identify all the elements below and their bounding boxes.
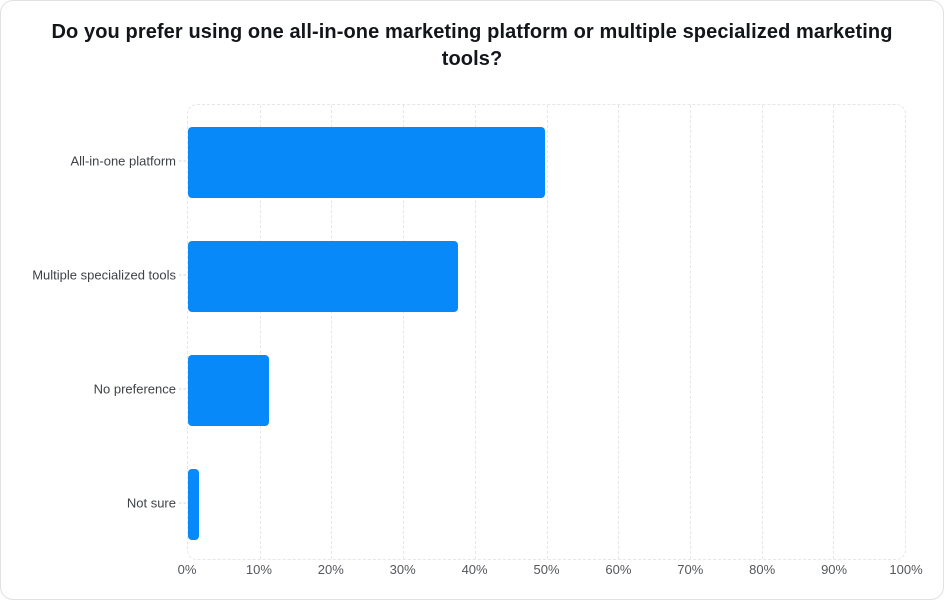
x-tick-label: 60%	[605, 562, 632, 577]
category-label: All-in-one platform	[70, 153, 177, 169]
gridline	[546, 105, 548, 559]
x-tick-label: 40%	[461, 562, 488, 577]
x-tick-label: 30%	[389, 562, 416, 577]
y-label-row: All-in-one platform	[1, 154, 186, 169]
x-tick-label: 20%	[317, 562, 344, 577]
chart-title: Do you prefer using one all-in-one marke…	[51, 21, 893, 70]
bar-not-sure	[188, 468, 199, 540]
bar-no-preference	[188, 354, 270, 426]
category-label: Multiple specialized tools	[32, 267, 176, 283]
gridline	[259, 105, 261, 559]
y-label-row: Not sure	[1, 496, 186, 511]
gridline	[618, 105, 620, 559]
y-tick-mark	[179, 502, 186, 504]
gridline	[761, 105, 763, 559]
gridline	[833, 105, 835, 559]
plot-area	[187, 104, 906, 560]
x-tick-label: 100%	[889, 562, 923, 577]
y-tick-mark	[179, 388, 186, 390]
y-axis-labels: All-in-one platform Multiple specialized …	[1, 104, 186, 560]
y-tick-mark	[179, 160, 186, 162]
category-label: Not sure	[126, 495, 176, 511]
gridline	[331, 105, 333, 559]
gridline	[474, 105, 476, 559]
x-axis: 0% 10% 20% 30% 40% 50% 60% 70% 80% 90% 100%	[178, 562, 923, 582]
x-tick-label: 0%	[177, 562, 197, 577]
x-tick-label: 70%	[677, 562, 704, 577]
x-tick-label: 90%	[821, 562, 848, 577]
category-label: No preference	[93, 381, 176, 397]
x-tick-label: 50%	[533, 562, 560, 577]
bar-all-in-one-platform	[188, 126, 546, 198]
gridline	[689, 105, 691, 559]
x-tick-label: 10%	[245, 562, 272, 577]
gridline	[403, 105, 405, 559]
bar-multiple-specialized-tools	[188, 240, 458, 312]
y-tick-mark	[179, 274, 186, 276]
y-label-row: No preference	[1, 382, 186, 397]
x-tick-label: 80%	[749, 562, 776, 577]
y-label-row: Multiple specialized tools	[1, 268, 186, 283]
